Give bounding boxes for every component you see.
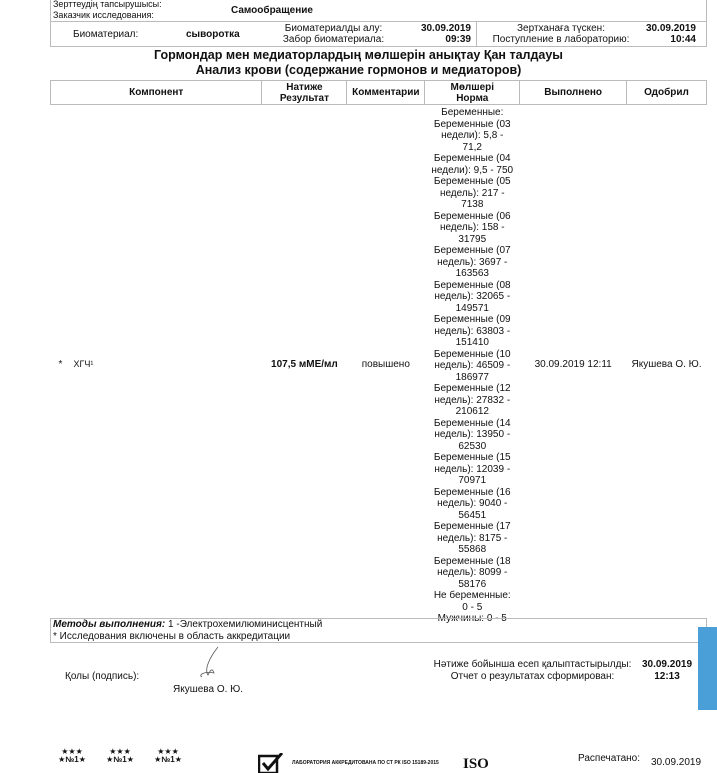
norm-line: Беременные (05 недель): 217 - 7138	[433, 176, 511, 210]
norm-line: Беременные (06 недель): 158 - 31795	[433, 210, 511, 245]
collected-label-ru: Забор биоматериала:	[282, 34, 385, 45]
methods-label: Методы выполнения:	[53, 619, 166, 630]
customer-label-ru: Заказчик исследования:	[53, 10, 154, 20]
report-label: Нәтиже бойынша есеп қалыптастырылды: Отч…	[430, 659, 635, 682]
col-done: Выполнено	[519, 80, 628, 105]
title-ru: Анализ крови (содержание гормонов и меди…	[195, 63, 522, 77]
side-accent-bar	[698, 627, 717, 710]
printed-label: Распечатано:	[578, 753, 640, 764]
norm-line: Беременные (17 недель): 8175 - 55868	[433, 521, 511, 555]
checkmark-logo-icon	[258, 753, 284, 773]
customer-label-kz: Зерттеудің тапсырушысы:	[53, 0, 162, 9]
customer-value: Самообращение	[231, 5, 313, 16]
col-component: Компонент	[49, 80, 263, 105]
accreditation-text: ЛАБОРАТОРИЯ АККРЕДИТОВАНА ПО СТ РК ISO 1…	[292, 760, 439, 766]
norm-line: Беременные (15 недель): 12039 - 70971	[433, 452, 511, 486]
rating-badges: ★★★ ★№1★ ★★★ ★№1★ ★★★ ★№1★	[52, 748, 192, 770]
norm-line: Беременные (09 недель): 63803 - 151410	[433, 314, 511, 348]
collected-label-kz: Биоматериалды алу:	[284, 23, 383, 34]
star-badge-icon: ★★★ ★№1★	[154, 747, 182, 764]
norm-line: Беременные (04 недели): 9,5 - 750	[431, 153, 514, 176]
signature-name: Якушева О. Ю.	[173, 684, 244, 695]
received-label-ru: Поступление в лабораторию:	[492, 34, 630, 45]
norm-line: Беременные:	[441, 107, 504, 118]
received-datetime: 30.09.2019 10:44	[631, 23, 696, 45]
norm-line: Беременные (12 недель): 27832 - 210612	[433, 383, 511, 417]
collected-datetime: 30.09.2019 09:39	[406, 23, 471, 45]
norm-line: Беременные (10 недель): 46509 - 186977	[433, 348, 511, 383]
col-comment: Комментарии	[346, 80, 426, 105]
collected-time: 09:39	[445, 34, 471, 45]
result-value: 107,5 мМЕ/мл	[271, 359, 338, 371]
norm-line: Беременные (07 недель): 3697 - 163563	[433, 245, 511, 279]
report-label-ru: Отчет о результатах сформирован:	[450, 670, 615, 682]
comment-value: повышено	[361, 359, 410, 371]
methods-value: 1 -Электрохемилюминисцентный	[165, 619, 323, 630]
norm-cell: Беременные: Беременные (03 недели): 5,8 …	[425, 105, 520, 625]
received-date: 30.09.2019	[645, 23, 696, 34]
report-time: 12:13	[654, 670, 680, 682]
table-row: * ХГЧ¹ 107,5 мМЕ/мл повышено Беременные:…	[51, 105, 707, 625]
collected-date: 30.09.2019	[420, 23, 471, 34]
component-cell: * ХГЧ¹	[51, 105, 262, 625]
norm-line: Не беременные: 0 - 5	[433, 590, 511, 613]
star-badge-icon: ★★★ ★№1★	[106, 747, 134, 764]
received-label: Зертханаға түскен: Поступление в лаборат…	[491, 23, 631, 45]
star-badge-icon: ★★★ ★№1★	[58, 747, 86, 764]
accreditation-note: * Исследования включены в область аккред…	[53, 630, 291, 642]
norm-line: Беременные (14 недель): 13950 - 62530	[433, 417, 511, 452]
received-label-kz: Зертханаға түскен:	[517, 23, 605, 34]
biomaterial-value: сыворотка	[186, 29, 240, 40]
col-approved: Одобрил	[626, 80, 707, 105]
sample-box: Биоматериал: сыворотка Биоматериалды алу…	[50, 22, 707, 47]
approved-value: Якушева О. Ю.	[631, 359, 702, 371]
accreditation-mark: *	[58, 359, 63, 371]
iso-logo: ISO	[463, 756, 489, 772]
printed-date: 30.09.2019	[651, 757, 702, 768]
methods-box: Методы выполнения: 1 -Электрохемилюминис…	[50, 618, 707, 643]
col-result: Натиже Результат	[261, 80, 348, 105]
norm-line: Беременные (03 недели): 5,8 - 71,2	[433, 118, 511, 153]
received-time: 10:44	[670, 34, 696, 45]
report-date: 30.09.2019	[641, 659, 693, 670]
col-norm: Мөлшері Норма	[424, 80, 521, 105]
done-value: 30.09.2019 12:11	[534, 359, 612, 371]
component-name: ХГЧ¹	[73, 359, 94, 370]
biomaterial-label: Биоматериал:	[73, 29, 139, 40]
norm-line: Беременные (08 недель): 32065 - 149571	[433, 279, 511, 314]
report-label-kz: Нәтиже бойынша есеп қалыптастырылды:	[433, 659, 632, 670]
table-header: Компонент Натиже Результат Комментарии М…	[49, 80, 707, 105]
results-table: Компонент Натиже Результат Комментарии М…	[49, 80, 707, 625]
collected-label: Биоматериалды алу: Забор биоматериала:	[271, 23, 396, 45]
signature-image	[200, 646, 219, 678]
customer-box: Зерттеудің тапсырушысы: Заказчик исследо…	[50, 0, 707, 22]
norm-line: Беременные (16 недель): 9040 - 56451	[433, 486, 511, 521]
norm-line: Беременные (18 недель): 8099 - 58176	[433, 555, 511, 590]
report-datetime: 30.09.2019 12:13	[637, 659, 697, 682]
title-kz: Гормондар мен медиаторлардың мөлшерін ан…	[154, 48, 563, 62]
signature-label: Қолы (подпись):	[65, 671, 140, 682]
